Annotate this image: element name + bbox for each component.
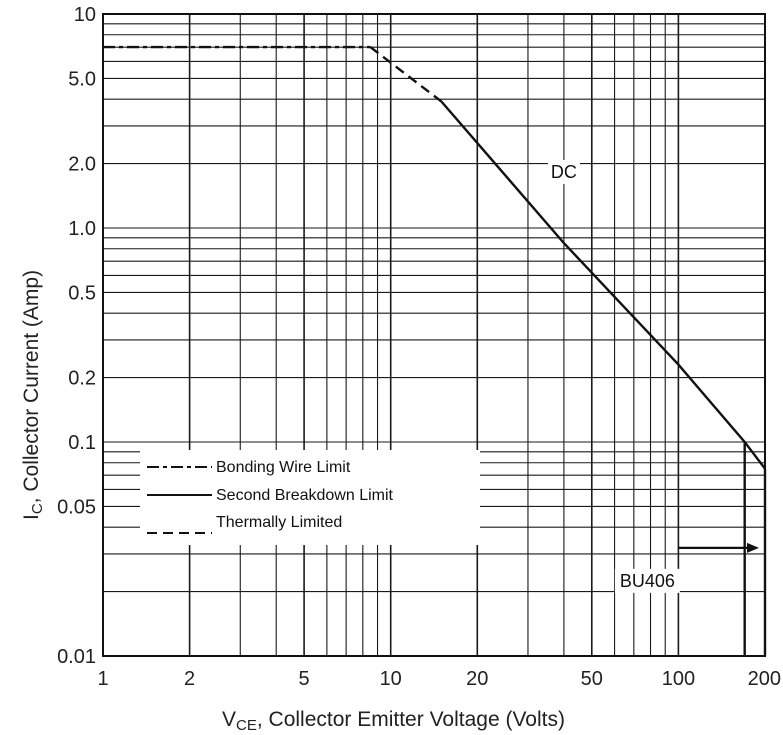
legend-label-bonding-wire: Bonding Wire Limit	[216, 459, 351, 476]
y-tick-label: 0.05	[57, 496, 96, 518]
legend-label-second-breakdown: Second Breakdown Limit	[216, 487, 394, 504]
y-tick-label: 0.1	[68, 432, 96, 454]
y-tick-label: 1.0	[68, 218, 96, 240]
x-axis-title-rest: , Collector Emitter Voltage (Volts)	[257, 708, 565, 731]
y-tick-label: 0.2	[68, 368, 96, 390]
y-tick-label: 2.0	[68, 154, 96, 176]
y-axis-title-sub: C	[29, 503, 46, 514]
y-axis-title: IC, Collector Current (Amp)	[20, 270, 46, 520]
x-tick-label: 20	[466, 668, 488, 690]
annotation-label: DC	[551, 162, 577, 182]
curves	[103, 45, 767, 656]
x-tick-label: 50	[581, 668, 603, 690]
series-line-second-breakdown-limit	[440, 100, 766, 470]
x-tick-label: 200	[748, 668, 781, 690]
annotations: DC BU406	[547, 159, 680, 593]
y-axis-title-rest: , Collector Current (Amp)	[20, 270, 43, 503]
x-axis-title: VCE, Collector Emitter Voltage (Volts)	[222, 708, 565, 734]
arrow-head	[747, 542, 759, 553]
x-tick-label: 100	[662, 668, 695, 690]
x-tick-label: 5	[299, 668, 310, 690]
grid-lines	[102, 13, 766, 657]
y-tick-label: 0.01	[57, 646, 96, 668]
y-axis-title-main: I	[20, 514, 43, 520]
x-tick-label: 1	[97, 668, 108, 690]
x-axis-title-sub: CE	[236, 717, 257, 734]
series-line-thermally-limited	[369, 46, 443, 103]
y-tick-label: 0.5	[68, 282, 96, 304]
x-axis-title-main: V	[222, 708, 236, 731]
y-tick-label: 10	[74, 4, 96, 26]
annotation-background	[614, 568, 680, 593]
annotation-background	[547, 159, 580, 184]
legend-label-thermally-limited: Thermally Limited	[216, 514, 342, 531]
legend: Bonding Wire Limit Second Breakdown Limi…	[140, 450, 480, 545]
annotation-label: BU406	[620, 571, 675, 591]
plot-frame	[102, 13, 766, 657]
x-tick-label: 2	[184, 668, 195, 690]
tick-labels: 1 2 5 10 20 50 100 200 0.01 0.05 0.1 0.2 0.5 1.0 2.0 5.…	[57, 4, 781, 690]
x-tick-label: 10	[380, 668, 402, 690]
y-tick-label: 5.0	[68, 68, 96, 90]
